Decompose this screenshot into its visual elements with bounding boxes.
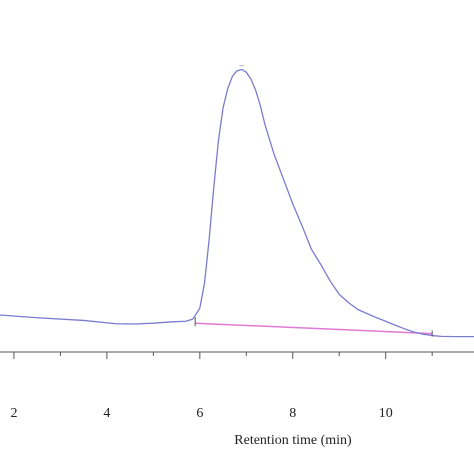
x-axis-label: Retention time (min) <box>234 433 352 448</box>
x-axis-ticks: 2 4 6 8 10 <box>10 352 433 421</box>
signal-trace <box>0 68 474 338</box>
x-tick-label: 2 <box>10 406 17 421</box>
x-tick-label: 6 <box>196 406 203 421</box>
x-tick-label: 4 <box>103 406 110 421</box>
x-tick-label: 8 <box>289 406 296 421</box>
x-tick-label: 10 <box>379 406 393 421</box>
peak-marker-label: -- <box>239 61 244 69</box>
baseline-line <box>195 322 433 335</box>
plot-area <box>0 68 474 338</box>
